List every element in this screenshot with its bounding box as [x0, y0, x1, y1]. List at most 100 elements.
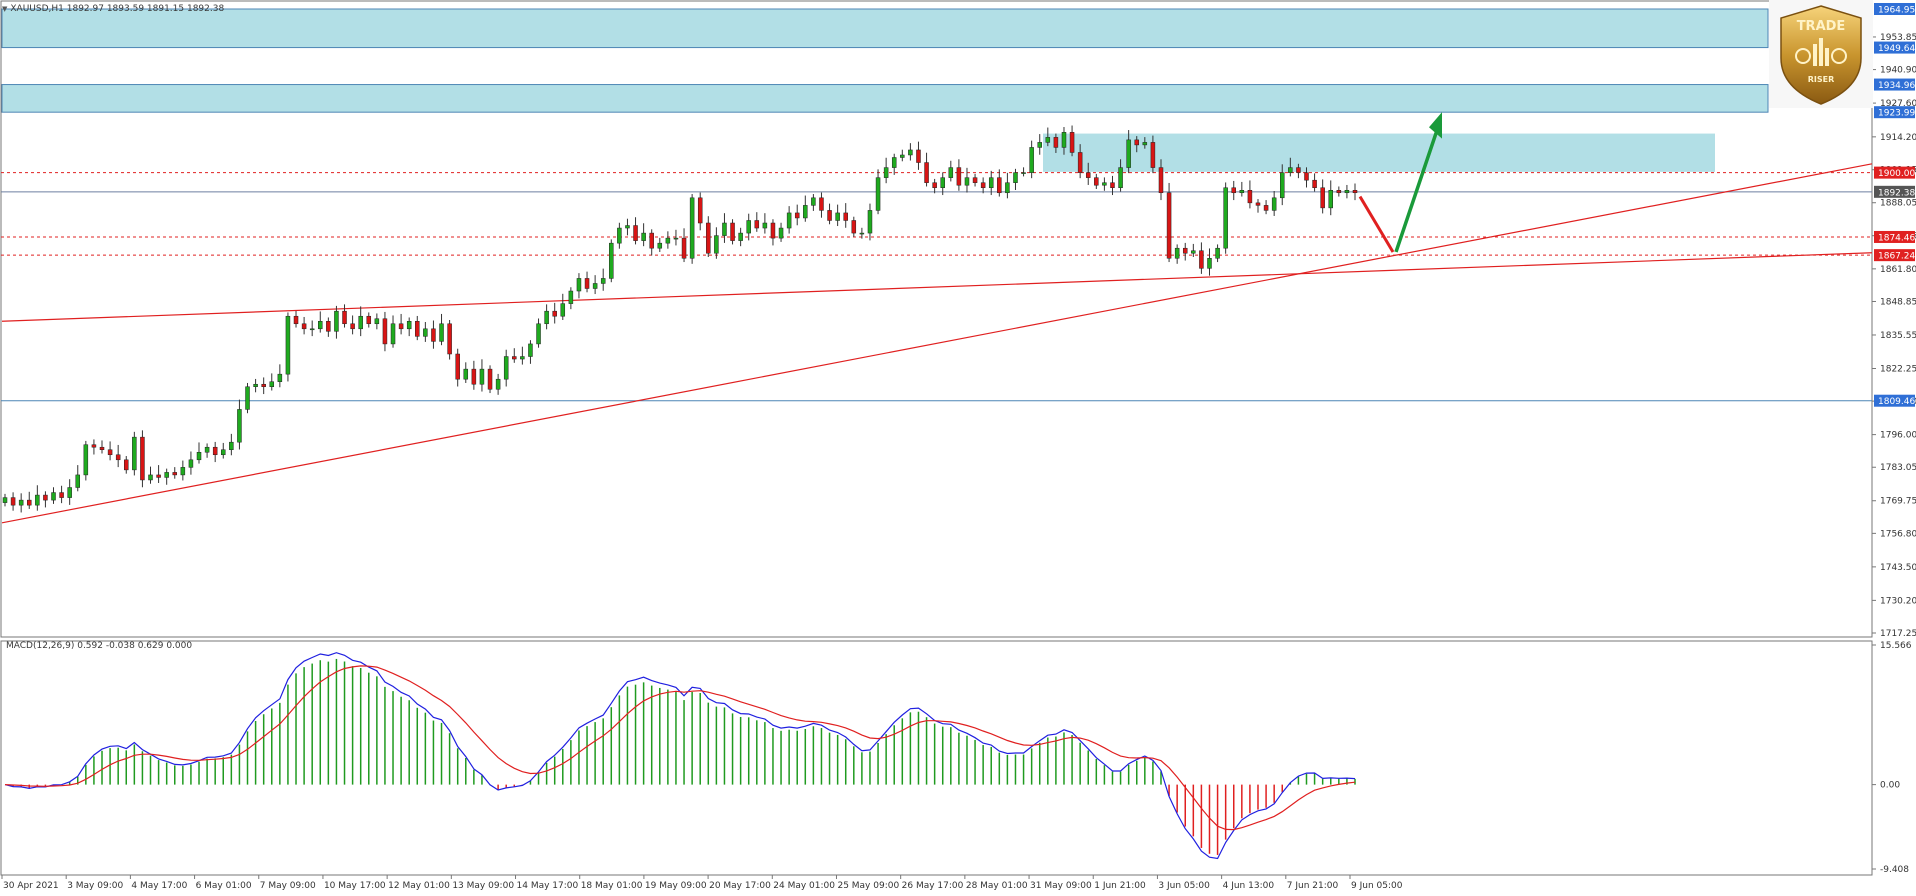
candle — [924, 162, 929, 183]
candle — [1061, 132, 1067, 148]
candle — [1158, 167, 1164, 194]
candle — [811, 197, 816, 206]
macd-label: MACD(12,26,9) 0.592 -0.038 0.629 0.000 — [6, 641, 193, 651]
candle — [536, 323, 541, 345]
triangle-down-icon[interactable]: ▼ — [2, 5, 8, 13]
candle — [1110, 182, 1115, 188]
candle — [91, 444, 97, 448]
candle — [83, 444, 89, 476]
candle — [617, 227, 622, 244]
forecast-down-arrow — [1358, 195, 1395, 253]
candle — [875, 177, 881, 211]
price-tag — [1874, 3, 1915, 15]
candle — [1320, 187, 1325, 209]
candle — [374, 318, 380, 325]
candle — [916, 149, 921, 163]
candle — [1037, 142, 1042, 148]
candle — [819, 197, 824, 211]
candle — [633, 225, 638, 241]
price-tag-label: 1809.46 — [1878, 397, 1915, 407]
candle — [455, 353, 460, 380]
candle — [843, 212, 848, 221]
candle — [1288, 167, 1293, 173]
candle — [35, 494, 40, 506]
candle — [932, 182, 937, 188]
candle — [415, 321, 420, 337]
price-tag-label: 1874.46 — [1878, 233, 1915, 243]
candle — [835, 212, 840, 221]
candle — [851, 220, 857, 234]
candle — [673, 237, 679, 240]
candle — [956, 167, 962, 186]
candle — [439, 323, 444, 342]
time-tick-label: 28 May 01:00 — [966, 881, 1028, 891]
macd-plot-frame — [0, 640, 1873, 876]
candle — [1328, 190, 1333, 209]
candle — [1094, 177, 1099, 186]
candle — [1255, 202, 1261, 206]
candle — [827, 210, 832, 221]
forecast-up-arrow — [1394, 126, 1440, 253]
candle — [10, 497, 16, 506]
candle — [59, 492, 64, 498]
candle — [51, 492, 56, 501]
candle — [859, 232, 865, 235]
time-tick-label: 20 May 17:00 — [709, 881, 771, 891]
candle — [900, 154, 905, 158]
candle — [803, 205, 808, 219]
candle — [180, 467, 186, 476]
time-tick-label: 13 May 09:00 — [452, 881, 514, 891]
price-tag-label: 1900.00 — [1878, 169, 1915, 179]
candle — [1344, 190, 1350, 194]
candle — [1085, 172, 1091, 178]
candle — [592, 283, 598, 289]
time-tick-label: 14 May 17:00 — [517, 881, 579, 891]
macd-tick-label: 0.00 — [1880, 781, 1900, 791]
candle — [188, 459, 194, 468]
candle — [1231, 187, 1236, 194]
candle — [350, 323, 355, 330]
candle — [107, 449, 113, 456]
candle — [115, 454, 121, 461]
price-tick-label: 1927.60 — [1880, 99, 1916, 109]
time-tick-label: 12 May 01:00 — [388, 881, 450, 891]
candle — [625, 225, 630, 229]
supply-zone — [1, 84, 1769, 113]
candle — [1312, 179, 1317, 188]
candle — [584, 278, 590, 289]
price-tag — [1874, 185, 1915, 198]
candle — [1207, 258, 1212, 269]
candle — [697, 197, 703, 224]
candle — [1045, 137, 1051, 143]
candle — [560, 303, 566, 317]
candle — [99, 446, 105, 450]
candle — [390, 323, 396, 345]
candle — [754, 220, 760, 229]
candle — [1279, 172, 1285, 199]
candle — [1304, 172, 1309, 181]
candle — [980, 182, 986, 188]
candle — [988, 177, 994, 188]
candle — [867, 210, 873, 234]
candle — [997, 177, 1002, 194]
candle — [2, 497, 8, 503]
time-tick-label: 30 Apr 2021 — [3, 881, 59, 891]
candle — [212, 446, 218, 456]
price-tag — [1874, 230, 1915, 243]
price-tick-label: 1796.00 — [1880, 431, 1916, 441]
candle — [1352, 190, 1358, 194]
candle — [423, 328, 428, 337]
candle — [657, 242, 663, 249]
price-tag — [1874, 166, 1915, 179]
candle — [681, 237, 687, 259]
candle — [948, 167, 954, 178]
candle — [1271, 197, 1277, 211]
price-tag — [1874, 78, 1915, 91]
price-tick-label: 1783.05 — [1880, 463, 1916, 473]
price-tag-label: 1949.64 — [1878, 44, 1915, 54]
time-tick-label: 3 May 09:00 — [67, 881, 123, 891]
price-tick-label: 1861.80 — [1880, 265, 1916, 275]
signal-line — [4, 665, 1356, 831]
candle — [609, 242, 614, 279]
